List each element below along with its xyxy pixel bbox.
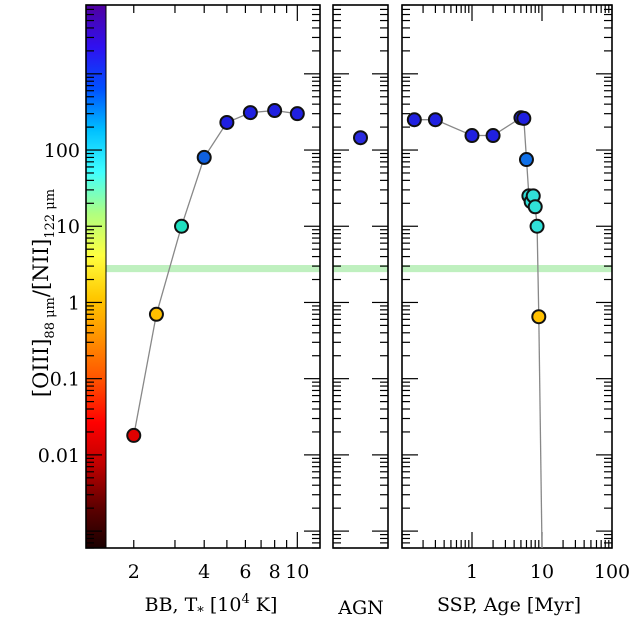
- curve-ssp: [414, 117, 540, 317]
- observed-band-1: [333, 265, 388, 273]
- y-tick-label: 10: [56, 216, 80, 238]
- data-points: [126, 103, 547, 443]
- x-tick-label-ssp: 100: [594, 561, 630, 583]
- data-point-bb: [174, 218, 190, 234]
- y-tick-label: 1: [68, 292, 80, 314]
- data-point-bb: [219, 114, 235, 130]
- x-tick-label-bb: 2: [128, 561, 140, 583]
- y-axis-label: [OIII]88 μm/[NII]122 μm: [29, 189, 58, 397]
- data-point-bb: [148, 306, 164, 322]
- x-axis-label-bb: BB, T* [104 K]: [145, 592, 278, 620]
- observed-band-2: [402, 265, 612, 273]
- data-point-ssp: [531, 309, 547, 325]
- x-axis-label-agn: AGN: [337, 597, 384, 619]
- curve-bb: [133, 109, 298, 436]
- x-tick-label-bb: 8: [269, 561, 281, 583]
- colorbar-gradient: [86, 5, 106, 548]
- data-point-ssp: [529, 218, 545, 234]
- data-point-bb: [242, 105, 258, 121]
- panel-frame-agn: [332, 4, 389, 549]
- y-tick-label: 0.01: [38, 445, 80, 467]
- panel-frame-ssp: [401, 4, 613, 549]
- data-point-agn: [353, 130, 368, 146]
- data-point-ssp: [485, 128, 501, 144]
- y-tick-label: 100: [44, 140, 80, 162]
- data-point-bb: [289, 106, 305, 122]
- data-point-bb: [196, 149, 212, 165]
- data-point-bb: [267, 103, 283, 119]
- data-point-ssp: [516, 110, 532, 126]
- y-tick-label: 0.1: [50, 369, 80, 391]
- x-tick-label-bb: 10: [285, 561, 309, 583]
- axis-labels: [OIII]88 μm/[NII]122 μm BB, T* [104 K] A…: [29, 189, 581, 620]
- curve-tail-ssp: [538, 316, 543, 549]
- x-tick-label-bb: 4: [198, 561, 210, 583]
- data-point-ssp: [464, 128, 480, 144]
- data-point-ssp: [406, 112, 422, 128]
- panel-frames: [85, 4, 613, 549]
- observed-band-0: [86, 265, 320, 273]
- x-axis-label-ssp: SSP, Age [Myr]: [437, 594, 581, 616]
- data-point-bb: [126, 427, 142, 443]
- x-tick-label-ssp: 1: [466, 561, 478, 583]
- x-tick-label-ssp: 10: [530, 561, 554, 583]
- data-point-ssp: [427, 112, 443, 128]
- x-tick-label-bb: 6: [239, 561, 251, 583]
- data-point-ssp: [518, 152, 534, 168]
- observed-band-group: [86, 265, 612, 273]
- curves: [133, 109, 543, 549]
- panel-frame-bb: [85, 4, 321, 549]
- colorbar: [86, 5, 107, 548]
- data-point-ssp: [527, 199, 543, 215]
